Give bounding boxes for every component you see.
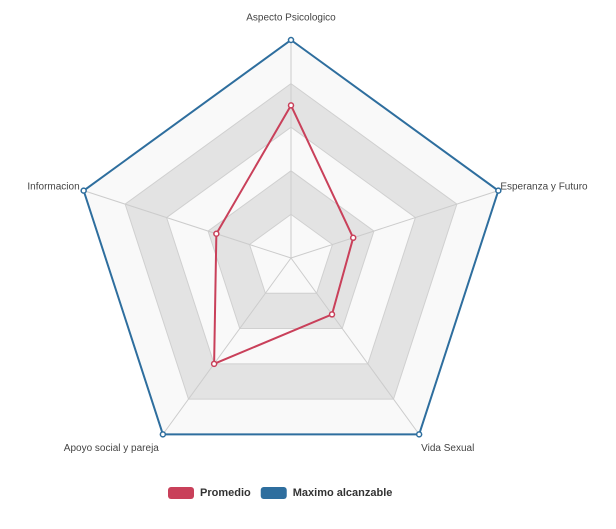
legend-swatch <box>260 487 287 499</box>
point <box>213 230 220 237</box>
point <box>349 234 357 242</box>
point <box>287 36 295 44</box>
category-label: Vida Sexual <box>421 443 474 454</box>
category-label: Informacion <box>27 181 79 192</box>
category-label: Esperanza y Futuro <box>500 181 588 192</box>
point <box>80 187 87 194</box>
legend-label: Maximo alcanzable <box>293 487 393 499</box>
spoke <box>290 190 499 259</box>
point <box>159 431 167 438</box>
series-line <box>82 38 500 436</box>
spoke <box>162 257 292 435</box>
legend-label: Promedio <box>200 487 251 499</box>
point <box>415 431 423 438</box>
legend-swatch <box>168 487 194 499</box>
category-label: Apoyo social y pareja <box>64 443 159 454</box>
point <box>495 187 502 194</box>
point <box>210 360 218 368</box>
point <box>287 102 295 109</box>
point <box>328 311 336 318</box>
spoke <box>290 257 420 435</box>
series-line <box>213 103 355 366</box>
spoke <box>83 190 292 259</box>
category-label: Aspecto Psicologico <box>246 13 336 24</box>
